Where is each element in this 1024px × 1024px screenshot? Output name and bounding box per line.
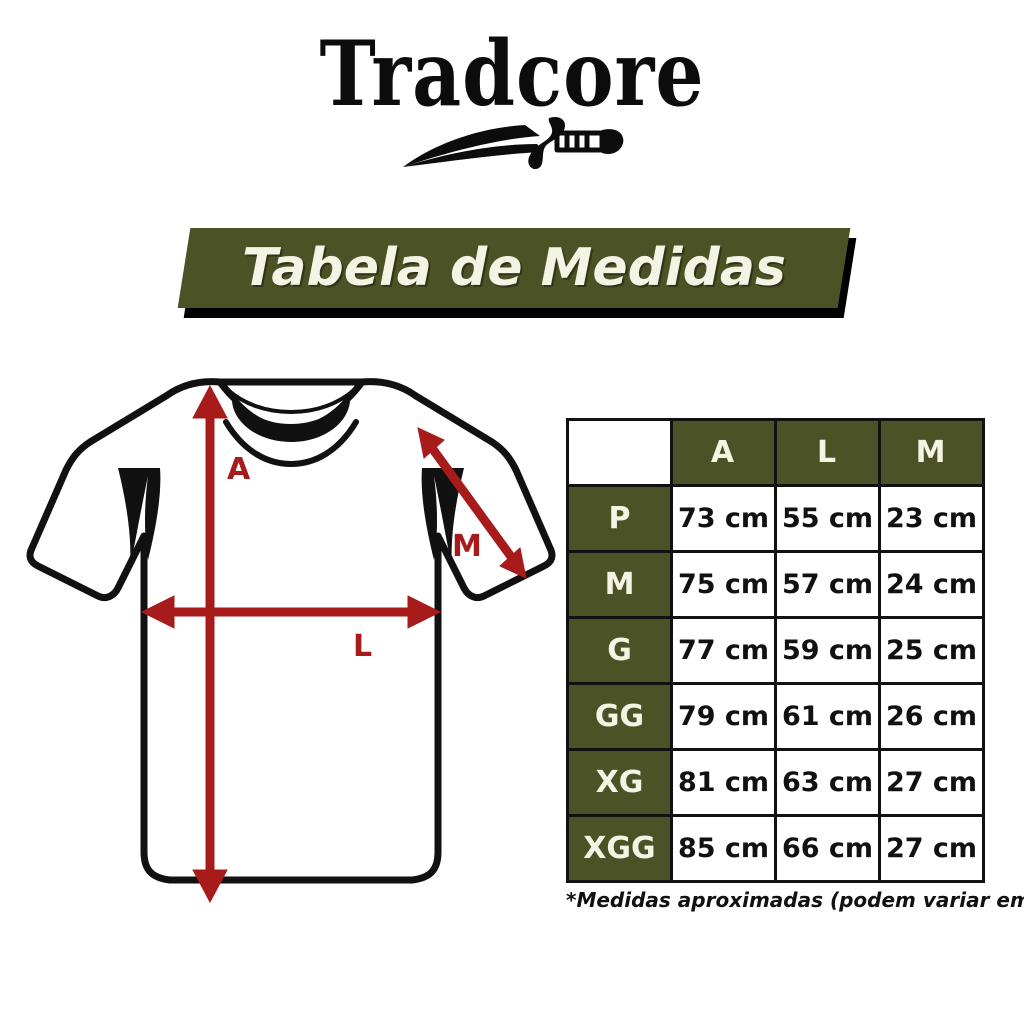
measure-arrow-m bbox=[417, 427, 527, 579]
value-l: 59 cm bbox=[774, 616, 881, 685]
table-row: XGG 85 cm 66 cm 27 cm bbox=[566, 814, 985, 883]
value-a: 81 cm bbox=[670, 748, 777, 817]
size-label: M bbox=[566, 550, 673, 619]
value-m: 25 cm bbox=[878, 616, 985, 685]
size-table-wrapper: A L M P 73 cm 55 cm 23 cm M 75 cm 57 cm … bbox=[566, 418, 986, 883]
value-m: 27 cm bbox=[878, 748, 985, 817]
brand-wordmark: Tradcore bbox=[319, 21, 705, 127]
measure-label-m: M bbox=[452, 529, 482, 564]
measure-label-l: L bbox=[353, 629, 373, 664]
tshirt-diagram: A M L bbox=[20, 360, 560, 920]
page-title: Tabela de Medidas bbox=[242, 238, 786, 298]
table-header-row: A L M bbox=[566, 418, 985, 487]
value-l: 61 cm bbox=[774, 682, 881, 751]
value-a: 75 cm bbox=[670, 550, 777, 619]
size-label: XG bbox=[566, 748, 673, 817]
size-label: XGG bbox=[566, 814, 673, 883]
column-header-l: L bbox=[774, 418, 881, 487]
value-l: 66 cm bbox=[774, 814, 881, 883]
column-header-m: M bbox=[878, 418, 985, 487]
value-m: 27 cm bbox=[878, 814, 985, 883]
size-label: P bbox=[566, 484, 673, 553]
table-row: P 73 cm 55 cm 23 cm bbox=[566, 484, 985, 553]
value-a: 73 cm bbox=[670, 484, 777, 553]
column-header-a: A bbox=[670, 418, 777, 487]
tshirt-outline bbox=[26, 378, 556, 884]
value-m: 24 cm bbox=[878, 550, 985, 619]
table-row: M 75 cm 57 cm 24 cm bbox=[566, 550, 985, 619]
table-row: GG 79 cm 61 cm 26 cm bbox=[566, 682, 985, 751]
measure-label-a: A bbox=[227, 452, 251, 487]
size-table-body: P 73 cm 55 cm 23 cm M 75 cm 57 cm 24 cm … bbox=[566, 484, 985, 883]
footnote-text: *Medidas aproximadas (podem variar em at… bbox=[566, 888, 1024, 912]
value-a: 77 cm bbox=[670, 616, 777, 685]
dagger-icon bbox=[0, 112, 1024, 174]
table-row: G 77 cm 59 cm 25 cm bbox=[566, 616, 985, 685]
value-m: 26 cm bbox=[878, 682, 985, 751]
measure-arrow-a bbox=[192, 384, 228, 904]
table-corner-blank bbox=[566, 418, 673, 487]
value-l: 57 cm bbox=[774, 550, 881, 619]
value-a: 85 cm bbox=[670, 814, 777, 883]
brand-logo: Tradcore bbox=[0, 21, 1024, 174]
size-label: GG bbox=[566, 682, 673, 751]
value-l: 63 cm bbox=[774, 748, 881, 817]
table-row: XG 81 cm 63 cm 27 cm bbox=[566, 748, 985, 817]
value-m: 23 cm bbox=[878, 484, 985, 553]
size-label: G bbox=[566, 616, 673, 685]
size-table: A L M P 73 cm 55 cm 23 cm M 75 cm 57 cm … bbox=[566, 418, 985, 883]
section-banner: Tabela de Medidas bbox=[176, 222, 876, 330]
size-table-header: A L M bbox=[566, 418, 985, 487]
measure-arrow-l bbox=[140, 595, 442, 629]
value-l: 55 cm bbox=[774, 484, 881, 553]
value-a: 79 cm bbox=[670, 682, 777, 751]
